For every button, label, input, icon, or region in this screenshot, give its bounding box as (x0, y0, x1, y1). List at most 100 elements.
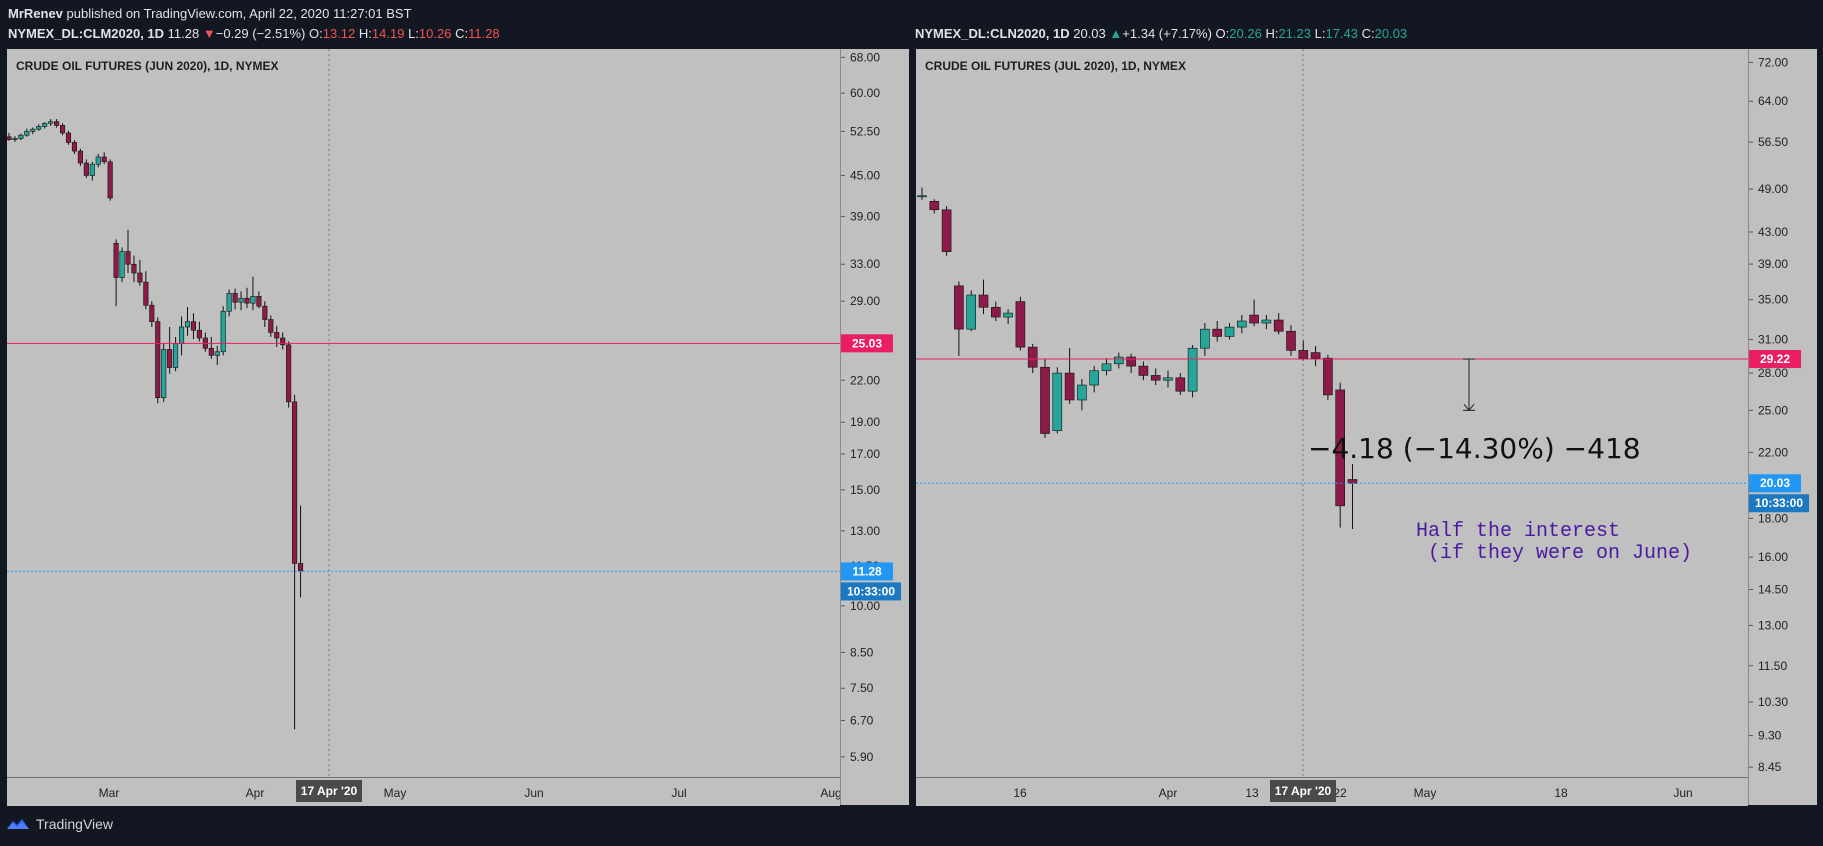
left-price-line-badge-bg (841, 334, 893, 353)
right-candle-body (929, 201, 940, 211)
right-candle-body (941, 209, 952, 252)
left-y-tick-label: 6.70 (850, 714, 874, 728)
right-low: 17.43 (1325, 26, 1358, 41)
left-y-tick-label: 60.00 (850, 86, 880, 100)
left-candle-body (161, 349, 167, 398)
right-candle-body (1027, 346, 1038, 368)
right-chart-pane[interactable]: CRUDE OIL FUTURES (JUL 2020), 1D, NYMEX (916, 49, 1748, 805)
left-countdown-bg (841, 582, 901, 601)
left-last-price-badge-bg (841, 562, 893, 581)
left-candle-body (113, 243, 119, 278)
left-y-tick-label: 68.00 (850, 50, 880, 64)
left-symbol[interactable]: NYMEX_DL:CLM2020, 1D (8, 26, 165, 41)
right-y-tick-label: 31.00 (1758, 333, 1788, 347)
right-candle-body (1273, 319, 1284, 332)
left-candle-body (244, 297, 250, 304)
right-chart-title: CRUDE OIL FUTURES (JUL 2020), 1D, NYMEX (925, 59, 1186, 73)
right-candle-body (1224, 326, 1235, 337)
left-price-axis[interactable]: 68.0060.0052.5045.0039.0033.0029.0025.00… (840, 49, 909, 805)
left-x-tick-label: Apr (246, 786, 265, 800)
right-y-tick-label: 18.00 (1758, 511, 1788, 525)
left-candle-body (190, 321, 196, 331)
right-candle-body (1175, 377, 1186, 392)
right-symbol[interactable]: NYMEX_DL:CLN2020, 1D (915, 26, 1070, 41)
left-candle-body (36, 126, 42, 130)
publish-info: MrRenev published on TradingView.com, Ap… (8, 6, 412, 21)
footer-brand-label: TradingView (36, 816, 114, 832)
left-time-axis[interactable]: Mar Apr May Jun Jul Aug 17 Apr '20 (7, 777, 842, 806)
left-candle-body (83, 162, 89, 176)
left-candles-plot[interactable] (7, 49, 840, 777)
right-x-tick-label: May (1414, 786, 1437, 800)
right-candle-body (1236, 320, 1247, 328)
right-l-label: L: (1314, 26, 1326, 41)
left-price-line-badge: 25.03 (852, 336, 882, 350)
right-y-tick-label: 35.00 (1758, 293, 1788, 307)
left-y-tick-label: 7.50 (850, 681, 874, 695)
right-change: +1.34 (+7.17%) (1122, 26, 1212, 41)
right-candle-body (1126, 356, 1136, 367)
left-y-tick-label: 45.00 (850, 168, 880, 182)
left-y-tick-label: 39.00 (850, 209, 880, 223)
left-y-tick-label: 33.00 (850, 257, 880, 271)
tradingview-logo-icon (7, 819, 29, 829)
right-price-axis[interactable]: 72.00 64.00 56.50 49.00 43.00 39.00 35.00 31.00… (1748, 49, 1817, 805)
left-candle-body (71, 142, 77, 152)
left-low: 10.26 (418, 26, 452, 41)
left-x-tick-label: Jun (524, 786, 543, 800)
right-candle-body (1077, 384, 1087, 401)
right-crosshair-date-bg (1270, 780, 1336, 802)
right-time-axis[interactable]: 16 Apr 13 22 May 18 Jun 17 Apr '20 (916, 777, 1748, 806)
right-y-tick-label: 56.50 (1758, 135, 1788, 149)
left-y-tick-label: 22.00 (850, 373, 880, 387)
left-open: 13.12 (322, 26, 356, 41)
right-y-tick-label: 43.00 (1758, 225, 1788, 239)
left-candle-body (292, 401, 298, 564)
left-close: 11.28 (468, 26, 500, 41)
right-y-tick-label: 49.00 (1758, 182, 1788, 196)
left-candle-body (196, 329, 202, 339)
left-price-axis-svg: 68.0060.0052.5045.0039.0033.0029.0025.00… (841, 50, 901, 764)
annotation-note[interactable]: Half the interest (if they were on June) (1416, 521, 1692, 565)
left-crosshair-date: 17 Apr '20 (301, 784, 358, 798)
up-arrow-icon: ▲ (1109, 26, 1123, 41)
right-crosshair-date: 17 Apr '20 (1275, 784, 1332, 798)
left-candle-body (77, 150, 83, 164)
right-y-tick-label: 28.00 (1758, 366, 1788, 380)
measure-label[interactable]: −4.18 (−14.30%) −418 (1308, 432, 1641, 465)
left-candle-body (131, 263, 137, 274)
left-candle-body (95, 156, 101, 165)
footer-brand[interactable]: TradingView (6, 816, 113, 832)
left-candle-body (280, 337, 286, 346)
right-candle-body (1101, 363, 1112, 372)
right-candle-body (1015, 301, 1026, 348)
left-candle-body (232, 293, 238, 303)
right-y-tick-label: 64.00 (1758, 94, 1788, 108)
publish-text: published on TradingView.com, April 22, … (66, 6, 412, 21)
right-y-tick-label: 22.00 (1758, 445, 1788, 459)
left-candle-body (268, 319, 274, 333)
right-candle-body (1003, 312, 1013, 318)
right-candle-body (1089, 370, 1099, 386)
left-candle-body (18, 134, 24, 139)
right-x-tick-label: 16 (1013, 786, 1027, 800)
right-x-tick-label: 18 (1554, 786, 1568, 800)
right-price-line-badge-bg (1749, 350, 1801, 369)
left-candle-body (184, 321, 191, 328)
left-chart-pane[interactable]: CRUDE OIL FUTURES (JUN 2020), 1D, NYMEX (7, 49, 840, 805)
left-candle-body (250, 295, 256, 304)
right-candle-body (1249, 314, 1259, 324)
right-h-label: H: (1265, 26, 1279, 41)
author-name[interactable]: MrRenev (8, 6, 63, 21)
right-last-price-badge-bg (1749, 474, 1801, 493)
right-candle-body (1200, 328, 1210, 349)
right-candle-body (991, 306, 1001, 318)
left-candle-body (101, 156, 107, 163)
right-c-label: C: (1361, 26, 1375, 41)
left-h-label: H: (358, 26, 372, 41)
right-candles-plot[interactable] (916, 49, 1748, 777)
left-x-tick-label: May (384, 786, 407, 800)
right-x-tick-label: 22 (1333, 786, 1347, 800)
right-candle-body (1261, 319, 1272, 324)
left-time-axis-svg: Mar Apr May Jun Jul Aug 17 Apr '20 (99, 780, 842, 802)
